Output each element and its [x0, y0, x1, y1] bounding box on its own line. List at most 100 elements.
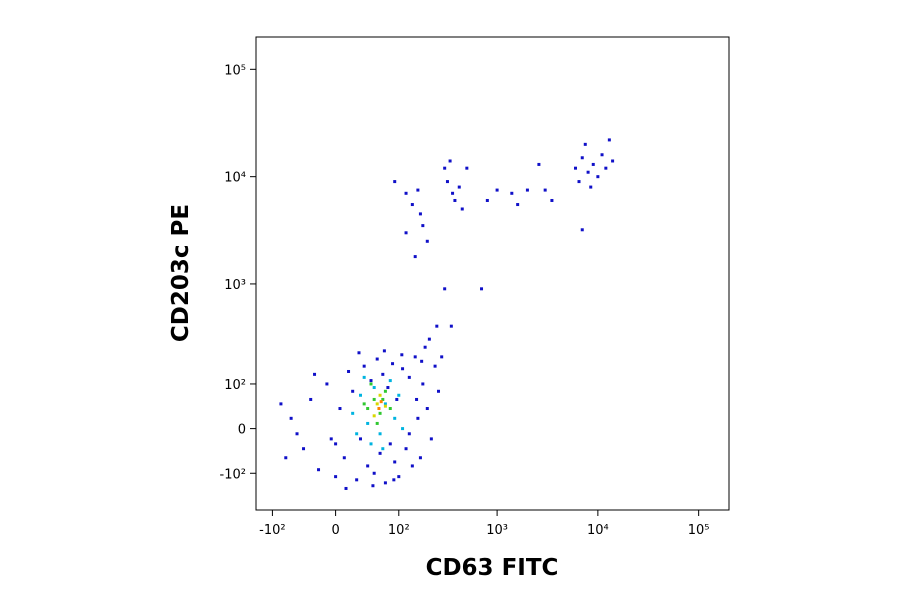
data-point [410, 464, 414, 468]
data-point [457, 185, 461, 189]
data-point [383, 402, 387, 406]
data-point [397, 475, 401, 479]
data-point [580, 156, 584, 160]
data-point [397, 393, 401, 397]
data-point [383, 481, 387, 485]
data-point [451, 191, 455, 195]
data-point [437, 389, 441, 393]
x-tick-label: 10³ [486, 523, 508, 538]
data-point [378, 411, 382, 415]
data-point [351, 389, 355, 393]
x-tick-label: 10² [388, 523, 410, 538]
data-point [391, 362, 395, 366]
data-point [366, 421, 370, 425]
data-point [371, 484, 375, 488]
data-point [313, 372, 317, 376]
data-point [393, 416, 397, 420]
data-point [386, 386, 390, 390]
data-point [383, 404, 387, 408]
data-point [351, 411, 355, 415]
data-point [407, 432, 411, 436]
data-point [372, 397, 376, 401]
data-point [379, 400, 383, 404]
data-point [375, 357, 379, 361]
data-point [357, 351, 361, 355]
data-point [449, 324, 453, 328]
data-point [600, 153, 604, 157]
data-point [550, 198, 554, 202]
data-point [388, 442, 392, 446]
data-point [416, 188, 420, 192]
data-point [413, 355, 417, 359]
x-tick-label: 0 [331, 523, 339, 538]
data-point [329, 437, 333, 441]
data-point [279, 402, 283, 406]
data-point [366, 464, 370, 468]
data-point [427, 337, 431, 341]
data-point [404, 191, 408, 195]
data-point [375, 402, 379, 406]
data-point [317, 468, 321, 472]
y-tick-label: 10³ [224, 278, 246, 293]
data-point [382, 349, 386, 353]
data-point [465, 166, 469, 170]
data-point [589, 185, 593, 189]
data-point [425, 239, 429, 243]
data-point [392, 478, 396, 482]
data-point [366, 407, 370, 411]
data-point [347, 369, 351, 373]
data-point [355, 478, 359, 482]
y-axis-title: CD203c PE [168, 204, 194, 342]
data-point [591, 162, 595, 166]
data-point [334, 475, 338, 479]
data-point [410, 203, 414, 207]
data-point [369, 379, 373, 383]
data-point [407, 375, 411, 379]
data-point [433, 364, 437, 368]
data-point [400, 353, 404, 357]
data-point [604, 166, 608, 170]
data-point [358, 393, 362, 397]
data-point [435, 324, 439, 328]
data-point [421, 224, 425, 228]
data-point [338, 407, 342, 411]
data-point [393, 180, 397, 184]
data-point [289, 416, 293, 420]
data-point [453, 198, 457, 202]
data-point [485, 198, 489, 202]
data-point [358, 437, 362, 441]
data-point [607, 138, 611, 142]
data-point [393, 460, 397, 464]
data-point [420, 359, 424, 363]
y-tick-label: 0 [238, 423, 246, 438]
y-tick-label: 10² [224, 378, 246, 393]
data-point [586, 170, 590, 174]
data-point [583, 142, 587, 146]
data-point [378, 393, 382, 397]
data-point [543, 188, 547, 192]
data-point [388, 379, 392, 383]
y-tick-label: 10⁴ [224, 171, 246, 186]
data-point [413, 255, 417, 259]
data-point [378, 432, 382, 436]
data-point [611, 159, 615, 163]
data-point [418, 212, 422, 216]
data-point [334, 442, 338, 446]
data-point [425, 407, 429, 411]
data-point [362, 375, 366, 379]
y-tick-label: -10² [220, 467, 246, 482]
data-point [418, 456, 422, 460]
data-point [309, 397, 313, 401]
data-point [421, 382, 425, 386]
data-point [404, 447, 408, 451]
data-point [404, 231, 408, 235]
data-point [362, 402, 366, 406]
data-point [596, 175, 600, 179]
data-point [429, 437, 433, 441]
x-tick-label: 10⁵ [688, 523, 710, 538]
data-point [516, 203, 520, 207]
data-point [448, 159, 452, 163]
data-point [369, 382, 373, 386]
